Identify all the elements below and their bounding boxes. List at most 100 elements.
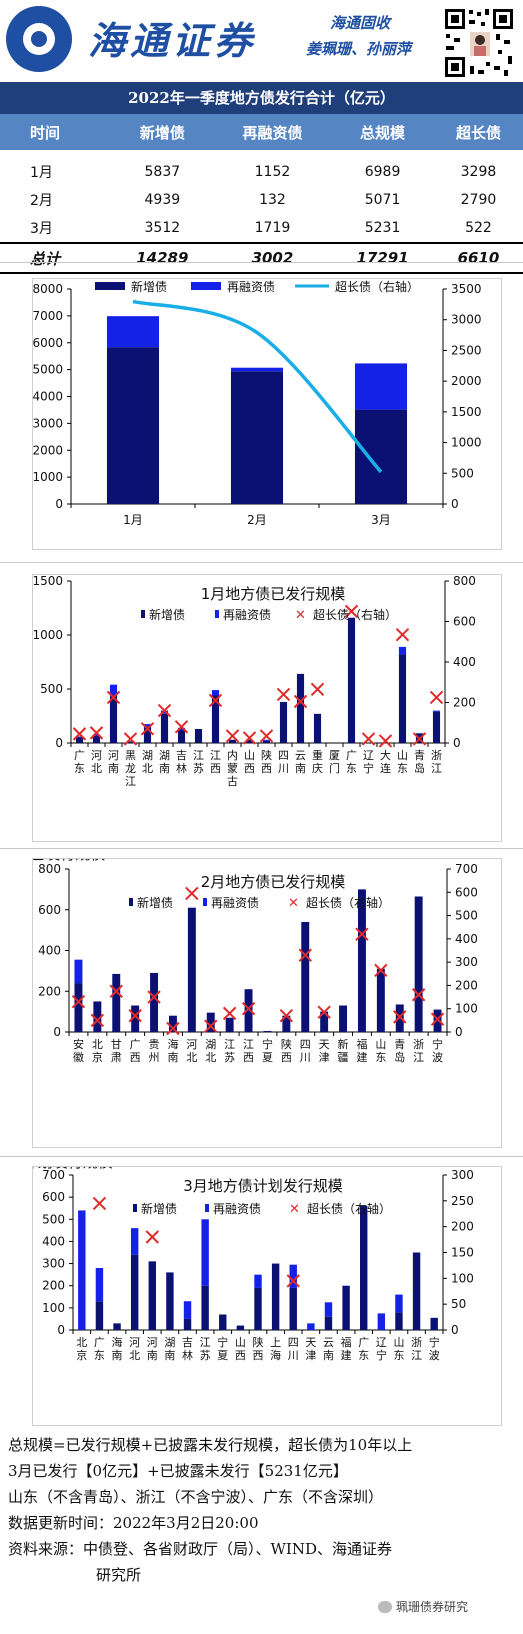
marker-stroke: [293, 694, 308, 709]
bar-new: [414, 896, 423, 1032]
x-tick-label: 夏: [262, 1051, 273, 1064]
x-tick-label: 东: [397, 762, 408, 775]
table-header-row: 时间 新增债 再融资债 总规模 超长债: [0, 114, 523, 150]
note-line: 山东（不含青岛）、浙江（不含宁波）、广东（不含深圳）: [8, 1488, 384, 1506]
column-header: 超长债: [433, 114, 523, 150]
marker-stroke: [310, 682, 325, 697]
table-cell: 1152: [254, 164, 291, 180]
x-tick-label: 浙: [431, 749, 442, 762]
bar-new: [166, 1272, 174, 1330]
marker-stroke: [71, 995, 86, 1009]
x-tick-label: 山: [235, 1336, 246, 1349]
marker-stroke: [393, 1010, 407, 1024]
marker-long: [140, 722, 155, 736]
bar-new: [183, 1318, 192, 1330]
y2-tick-label: 1000: [451, 436, 482, 450]
bar-refi: [354, 363, 408, 410]
x-tick-label: 江: [193, 749, 204, 762]
x-tick-label: 西: [281, 1051, 292, 1064]
x-tick-label: 河: [129, 1336, 140, 1349]
chart-title: 1月地方债已发行规模: [199, 575, 344, 577]
watermark-label: 珮珊债券研究: [396, 1600, 469, 1614]
bar-new: [412, 1252, 421, 1330]
table-cell: 3298: [460, 164, 497, 180]
marker-long: [166, 1021, 180, 1036]
x-tick-label: 苏: [224, 1051, 235, 1064]
legend-swatch: [203, 898, 207, 906]
x-tick-label: 黑: [125, 749, 136, 762]
marker-long: [185, 886, 199, 901]
marker-long: [157, 703, 172, 718]
table-cell: 5231: [364, 220, 401, 236]
x-tick-label: 肃: [111, 1051, 122, 1064]
x-tick-label: 东: [375, 1051, 386, 1064]
marker-long: [286, 1274, 300, 1288]
marker-stroke: [317, 1005, 331, 1019]
marker-stroke: [241, 1002, 256, 1016]
bar-new: [150, 972, 159, 1032]
bar-refi: [75, 736, 84, 738]
marker-long: [411, 988, 426, 1002]
marker-long: [225, 729, 240, 743]
marker-stroke: [225, 729, 240, 743]
marker-stroke: [185, 886, 199, 901]
x-tick-label: 广: [346, 749, 357, 762]
x-tick-label: 宁: [429, 1335, 440, 1349]
bar-new: [263, 1030, 272, 1032]
x-tick-label: 大: [380, 748, 391, 762]
legend-label: 超长债（右轴）: [335, 279, 419, 294]
x-tick-label: 安: [73, 1037, 84, 1051]
y2-tick-label: 100: [455, 1002, 478, 1016]
marker-long: [241, 1002, 256, 1016]
bar-refi: [289, 1264, 297, 1288]
bar-new: [289, 1287, 297, 1330]
x-tick-label: 重: [312, 748, 323, 762]
brand-name: 海通证券: [88, 18, 257, 63]
bar-new: [279, 701, 288, 743]
marker-long: [123, 732, 138, 746]
y2-tick-label: 200: [455, 978, 478, 992]
y2-tick-label: 500: [455, 909, 478, 923]
y2-tick-label: 600: [455, 885, 478, 899]
x-tick-label: 河: [91, 749, 102, 762]
marker-long: [276, 687, 291, 702]
x-tick-label: 浙: [411, 1336, 422, 1349]
x-tick-label: 建: [356, 1050, 367, 1064]
bar-refi: [230, 367, 284, 372]
x-tick-label: 西: [253, 1349, 264, 1362]
x-tick-label: 宁: [217, 1335, 228, 1349]
notes: 总规模=已发行规模+已披露未发行规模，超长债为10年以上 3月已发行【0亿元】+…: [8, 1432, 518, 1588]
bar-new: [201, 1285, 209, 1330]
marker-stroke: [279, 1008, 294, 1023]
note-line: 数据更新时间：2022年3月2日20:00: [8, 1514, 259, 1532]
x-tick-label: 苏: [193, 762, 204, 775]
x-tick-label: 天: [319, 1038, 330, 1051]
x-tick-label: 宁: [432, 1037, 443, 1051]
x-tick-label: 山: [393, 1336, 404, 1349]
x-tick-label: 江: [125, 775, 136, 788]
x-tick-label: 南: [295, 762, 306, 775]
marker-stroke: [395, 627, 410, 642]
marker-long: [208, 693, 223, 708]
x-tick-label: 浙: [413, 1038, 424, 1051]
marker-stroke: [344, 604, 359, 619]
legend-label: 新增债: [141, 1201, 177, 1216]
x-tick-label: 四: [300, 1038, 311, 1051]
y-tick-label: 100: [42, 1301, 65, 1315]
x-tick-label: 岛: [394, 1050, 405, 1064]
x-tick-label: 川: [300, 1051, 311, 1064]
bar-new: [106, 347, 160, 504]
bar-new: [211, 695, 220, 743]
marker-long: [395, 627, 410, 642]
divider: [0, 562, 523, 563]
marker-long: [147, 990, 161, 1004]
bar-new: [225, 1017, 234, 1032]
x-tick-label: 东: [74, 762, 85, 775]
y-tick-label: 700: [42, 1168, 65, 1182]
marker-stroke: [361, 732, 376, 746]
x-tick-label: 河: [108, 749, 119, 762]
y-tick-label: 0: [55, 497, 63, 511]
bar-refi: [395, 1294, 403, 1313]
x-tick-label: 苏: [200, 1349, 211, 1362]
wechat-icon: [378, 1600, 392, 1613]
